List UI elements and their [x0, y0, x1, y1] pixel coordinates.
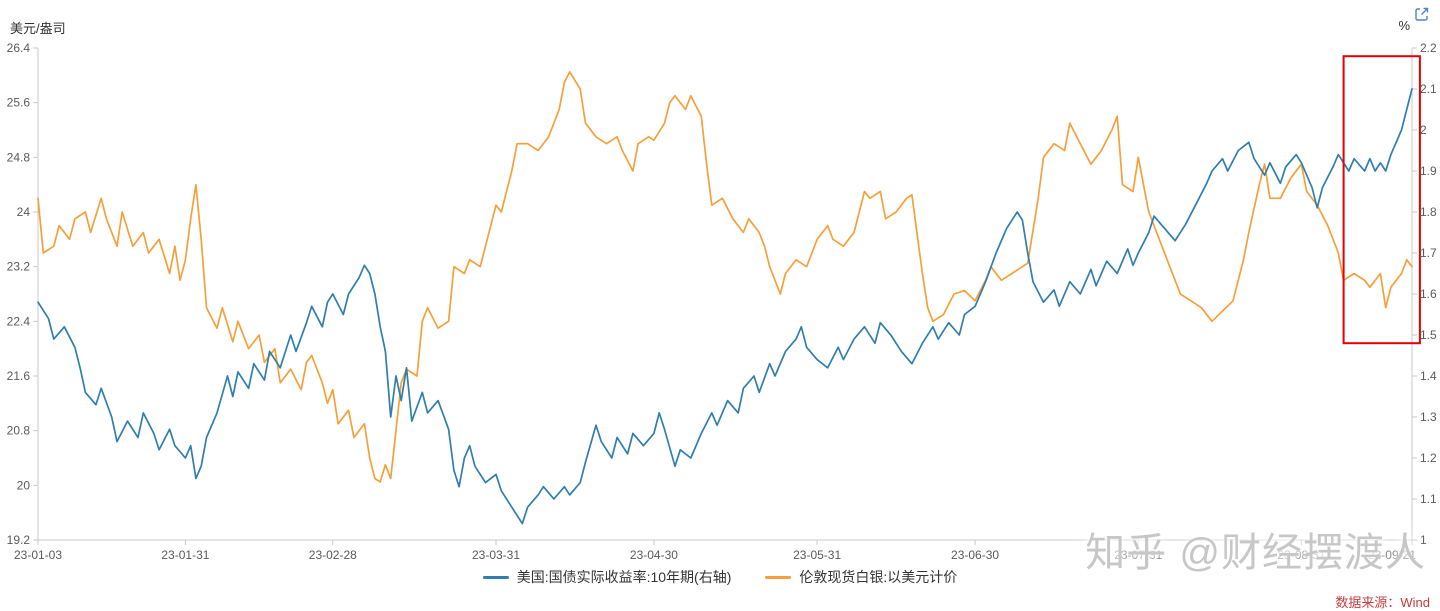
right-axis-tick-label: 1.3	[1420, 410, 1437, 424]
x-axis-tick-label: 23-01-03	[14, 548, 62, 562]
legend-label: 伦敦现货白银:以美元计价	[799, 569, 958, 585]
right-axis-tick-label: 1.2	[1420, 451, 1437, 465]
left-axis-tick-label: 23.2	[7, 260, 31, 274]
left-axis-tick-label: 20	[17, 478, 31, 492]
left-axis-unit-label: 美元/盎司	[10, 21, 66, 36]
x-axis-tick-label: 23-09-21	[1368, 548, 1416, 562]
series-line-0	[37, 71, 1413, 483]
left-axis-tick-label: 26.4	[7, 41, 31, 55]
left-axis-tick-label: 22.4	[7, 314, 31, 328]
x-axis-tick-label: 23-06-30	[951, 548, 999, 562]
right-axis-tick-label: 1.1	[1420, 492, 1437, 506]
right-axis-tick-label: 2	[1420, 123, 1427, 137]
legend-label: 美国:国债实际收益率:10年期(右轴)	[516, 569, 732, 585]
x-axis-tick-label: 23-03-31	[472, 548, 520, 562]
series-line-1	[37, 88, 1413, 525]
legend-line-marker	[765, 575, 792, 579]
left-axis-tick-label: 24.8	[7, 150, 31, 164]
open-external-icon[interactable]	[1414, 6, 1430, 22]
legend-line-marker	[482, 575, 509, 579]
legend-item-1[interactable]: 美国:国债实际收益率:10年期(右轴)	[482, 567, 732, 587]
right-axis-tick-label: 2.2	[1420, 41, 1437, 55]
x-axis-tick-label: 23-07-31	[1114, 548, 1162, 562]
x-axis-tick-label: 23-05-31	[793, 548, 841, 562]
right-axis-tick-label: 1	[1420, 533, 1427, 547]
right-axis-unit-label: %	[1398, 18, 1410, 33]
chart-legend: 美国:国债实际收益率:10年期(右轴) 伦敦现货白银:以美元计价	[0, 567, 1440, 587]
left-axis-tick-label: 20.8	[7, 424, 31, 438]
right-axis-tick-label: 2.1	[1420, 82, 1437, 96]
x-axis-tick-label: 23-02-28	[309, 548, 357, 562]
right-axis-tick-label: 1.4	[1420, 369, 1437, 383]
right-axis-tick-label: 1.9	[1420, 164, 1437, 178]
x-axis-tick-label: 23-01-31	[161, 548, 209, 562]
right-axis-tick-label: 1.6	[1420, 287, 1437, 301]
left-axis-tick-label: 25.6	[7, 96, 31, 110]
left-axis-tick-label: 21.6	[7, 369, 31, 383]
right-axis-tick-label: 1.7	[1420, 246, 1437, 260]
left-axis-tick-label: 24	[17, 205, 31, 219]
highlight-box	[1342, 55, 1421, 345]
x-axis-tick-label: 23-04-30	[630, 548, 678, 562]
right-axis-tick-label: 1.5	[1420, 328, 1437, 342]
left-axis-tick-label: 19.2	[7, 533, 31, 547]
right-axis-tick-label: 1.8	[1420, 205, 1437, 219]
legend-item-0[interactable]: 伦敦现货白银:以美元计价	[765, 567, 957, 587]
x-axis-tick-label: 23-08-31	[1277, 548, 1325, 562]
data-source-label: 数据来源：Wind	[1335, 595, 1430, 610]
